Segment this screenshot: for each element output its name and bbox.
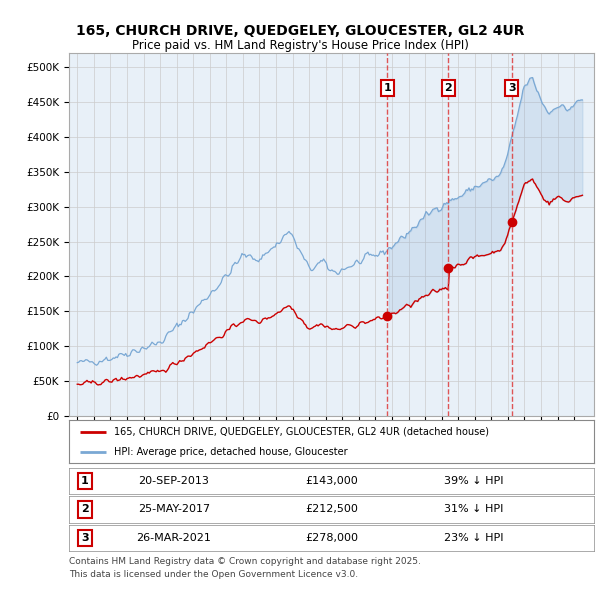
Text: £143,000: £143,000: [305, 476, 358, 486]
Text: This data is licensed under the Open Government Licence v3.0.: This data is licensed under the Open Gov…: [69, 570, 358, 579]
Text: 2: 2: [445, 83, 452, 93]
Text: 165, CHURCH DRIVE, QUEDGELEY, GLOUCESTER, GL2 4UR: 165, CHURCH DRIVE, QUEDGELEY, GLOUCESTER…: [76, 24, 524, 38]
Text: Contains HM Land Registry data © Crown copyright and database right 2025.: Contains HM Land Registry data © Crown c…: [69, 557, 421, 566]
Text: 3: 3: [81, 533, 89, 543]
Text: 26-MAR-2021: 26-MAR-2021: [137, 533, 211, 543]
Text: Price paid vs. HM Land Registry's House Price Index (HPI): Price paid vs. HM Land Registry's House …: [131, 39, 469, 52]
Text: 39% ↓ HPI: 39% ↓ HPI: [443, 476, 503, 486]
Text: 165, CHURCH DRIVE, QUEDGELEY, GLOUCESTER, GL2 4UR (detached house): 165, CHURCH DRIVE, QUEDGELEY, GLOUCESTER…: [113, 427, 488, 437]
Text: HPI: Average price, detached house, Gloucester: HPI: Average price, detached house, Glou…: [113, 447, 347, 457]
Text: 20-SEP-2013: 20-SEP-2013: [139, 476, 209, 486]
Text: 1: 1: [81, 476, 89, 486]
Text: 31% ↓ HPI: 31% ↓ HPI: [443, 504, 503, 514]
Text: 2: 2: [81, 504, 89, 514]
Text: 25-MAY-2017: 25-MAY-2017: [138, 504, 210, 514]
Text: £278,000: £278,000: [305, 533, 358, 543]
Text: 3: 3: [508, 83, 515, 93]
Text: 23% ↓ HPI: 23% ↓ HPI: [443, 533, 503, 543]
Text: £212,500: £212,500: [305, 504, 358, 514]
Text: 1: 1: [383, 83, 391, 93]
